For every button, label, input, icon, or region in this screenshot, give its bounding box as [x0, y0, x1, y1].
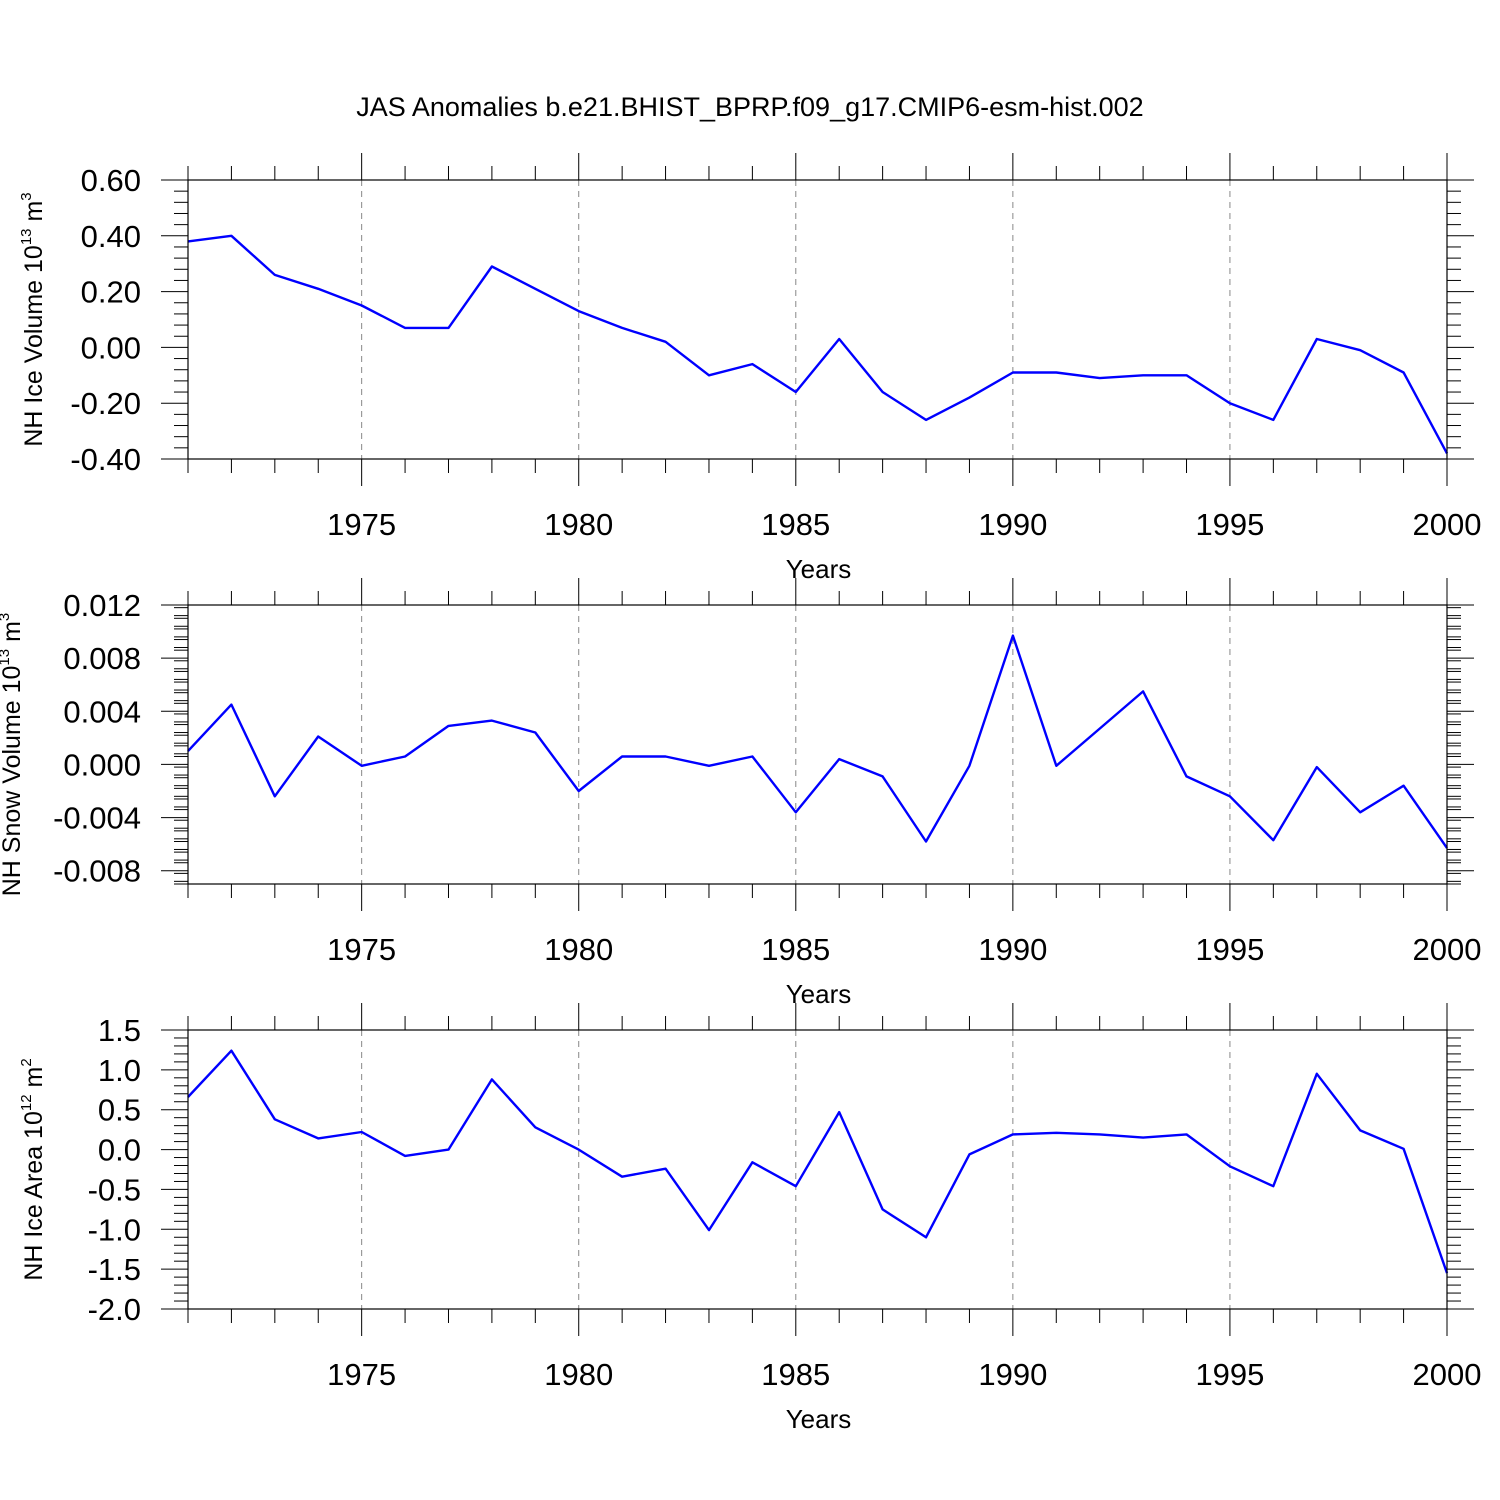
x-tick-label: 1990 — [978, 1357, 1047, 1392]
y-axis-label-exponent: 3 — [18, 192, 35, 200]
x-axis-label: Years — [786, 554, 852, 584]
y-axis-label-exponent: 13 — [0, 649, 13, 666]
y-axis-label-exponent: 3 — [0, 613, 13, 621]
x-tick-label: 1995 — [1195, 932, 1264, 967]
x-tick-label: 1975 — [327, 507, 396, 542]
y-axis-label: NH Ice Area 1012 m2 — [18, 1058, 48, 1280]
x-tick-label: 1990 — [978, 507, 1047, 542]
y-axis-label-exponent: 12 — [18, 1094, 35, 1111]
plot-frame — [187, 604, 1448, 885]
y-tick-label: 0.008 — [63, 641, 141, 676]
y-tick-label: -1.5 — [88, 1252, 141, 1287]
y-tick-label: -0.5 — [88, 1172, 141, 1207]
y-tick-label: -0.008 — [53, 854, 141, 889]
x-tick-label: 2000 — [1413, 507, 1482, 542]
series-line-2 — [187, 634, 1448, 849]
series-line-1 — [187, 234, 1449, 454]
panel-3: -2.0 -1.5 -1.0 -0.5 0.0 0.5 1.0 1.5 1975 1980 1985… — [18, 1003, 1481, 1434]
x-tick-label: 1980 — [544, 1357, 613, 1392]
x-tick-label: 2000 — [1413, 1357, 1482, 1392]
plot-frame — [187, 1029, 1448, 1310]
y-tick-label: 0.60 — [81, 163, 141, 198]
x-tick-label: 1985 — [761, 932, 830, 967]
x-tick-label: 1985 — [761, 507, 830, 542]
y-tick-label: 0.000 — [63, 747, 141, 782]
plot-frame — [187, 179, 1448, 460]
y-axis-label-text: NH Ice Area 10 — [20, 1111, 48, 1281]
y-tick-label: -2.0 — [88, 1292, 141, 1327]
series-line-3 — [187, 1049, 1449, 1274]
y-tick-label: 0.004 — [63, 694, 141, 729]
y-tick-label: 0.012 — [63, 588, 141, 623]
y-axis-label: NH Snow Volume 1013 m3 — [0, 613, 26, 897]
x-tick-label: 1995 — [1195, 507, 1264, 542]
x-tick-label: 1995 — [1195, 1357, 1264, 1392]
x-tick-label: 2000 — [1413, 932, 1482, 967]
x-tick-label: 1975 — [327, 1357, 396, 1392]
y-tick-label: -1.0 — [88, 1212, 141, 1247]
x-tick-label: 1975 — [327, 932, 396, 967]
x-tick-label: 1990 — [978, 932, 1047, 967]
y-tick-label: 0.20 — [81, 275, 141, 310]
x-axis-label: Years — [786, 979, 852, 1009]
y-axis-label: NH Ice Volume 1013 m3 — [18, 192, 48, 446]
y-axis-label-exponent: 2 — [18, 1058, 35, 1066]
y-axis-label-text: m — [20, 1067, 48, 1095]
y-axis-label-text: NH Ice Volume 10 — [20, 245, 48, 447]
y-axis-label-text: m — [0, 621, 26, 649]
x-tick-label: 1980 — [544, 507, 613, 542]
y-tick-label: 1.5 — [98, 1013, 141, 1048]
y-tick-label: -0.004 — [53, 801, 141, 836]
y-axis-label-exponent: 13 — [18, 228, 35, 245]
y-tick-label: -0.20 — [70, 386, 141, 421]
y-tick-label: 1.0 — [98, 1053, 141, 1088]
chart-title: JAS Anomalies b.e21.BHIST_BPRP.f09_g17.C… — [356, 92, 1143, 122]
y-tick-label: 0.40 — [81, 219, 141, 254]
y-tick-label: 0.00 — [81, 330, 141, 365]
y-tick-label: 0.5 — [98, 1093, 141, 1128]
y-tick-label: 0.0 — [98, 1133, 141, 1168]
panel-2: -0.008 -0.004 0.000 0.004 0.008 0.012 1975 1980… — [0, 578, 1481, 1009]
y-axis-label-text: m — [20, 201, 48, 229]
x-axis-label: Years — [786, 1404, 852, 1434]
x-tick-label: 1980 — [544, 932, 613, 967]
y-tick-label: -0.40 — [70, 442, 141, 477]
x-tick-label: 1985 — [761, 1357, 830, 1392]
y-axis-label-text: NH Snow Volume 10 — [0, 666, 26, 897]
panel-1: -0.40 -0.20 0.00 0.20 0.40 0.60 1975 1980 1985 19… — [18, 153, 1481, 584]
